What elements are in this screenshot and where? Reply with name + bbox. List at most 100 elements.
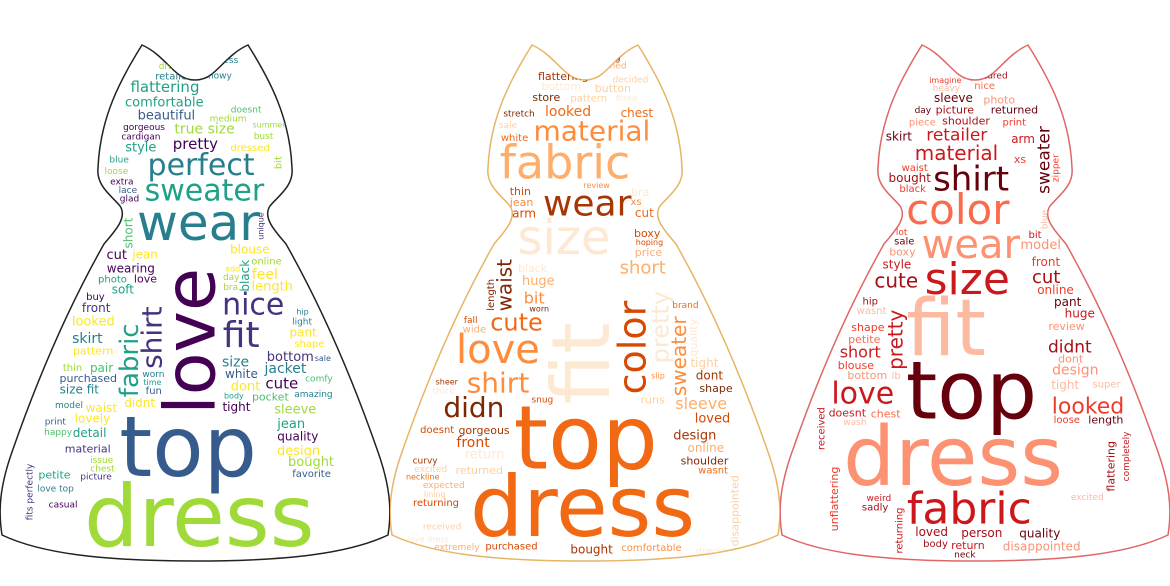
- cloud-word: lined: [605, 62, 627, 72]
- cloud-word: zipper: [1052, 154, 1062, 182]
- cloud-word: sweater: [1035, 126, 1055, 194]
- cloud-word: huge: [1065, 307, 1095, 321]
- cloud-word: unflattering: [568, 53, 621, 63]
- cloud-word: shoulder: [681, 454, 729, 467]
- cloud-word: picture: [936, 103, 975, 116]
- cloud-word: retailer: [926, 125, 987, 145]
- cloud-word: bra: [223, 283, 238, 293]
- cloud-word: decided: [613, 75, 649, 85]
- cloud-word: bought: [889, 171, 932, 185]
- dress-cloud-oranges: fit top dress size fabric love color wear materi…: [390, 0, 780, 586]
- cloud-word: day: [915, 106, 932, 116]
- cloud-word: pair: [90, 361, 113, 375]
- cloud-word: casual: [49, 501, 78, 511]
- dress-cloud-svg: lovetopdresscolorwearfitnicesweaterperfe…: [0, 44, 390, 562]
- cloud-word: cute: [490, 308, 543, 336]
- dress-cloud-viridis: lovetopdresscolorwearfitnicesweaterperfe…: [0, 0, 390, 586]
- cloud-word: wasnt: [857, 306, 887, 317]
- cloud-word: short: [620, 257, 666, 278]
- cloud-word: purchased: [485, 542, 537, 553]
- cloud-word: shape: [294, 339, 324, 350]
- cloud-word: front: [456, 435, 490, 451]
- cloud-word: fits perfectly: [25, 463, 35, 520]
- cloud-word: body: [224, 392, 244, 401]
- cloud-word: add: [225, 265, 240, 274]
- cloud-word: thin: [510, 185, 531, 198]
- cloud-word: jean: [276, 417, 305, 432]
- cloud-word: review: [1048, 320, 1084, 333]
- cloud-word: return: [951, 539, 985, 552]
- cloud-word: dresse: [159, 62, 189, 72]
- cloud-word: gorgeous: [123, 123, 165, 133]
- cloud-word: wearing: [107, 261, 155, 275]
- cloud-word: didnt: [124, 396, 155, 410]
- cloud-word: design: [277, 444, 320, 459]
- cloud-word: sale: [894, 237, 914, 248]
- cloud-word: excited: [414, 465, 447, 475]
- cloud-word: thin: [63, 363, 82, 374]
- cloud-word: love: [831, 376, 894, 411]
- cloud-word: love: [134, 272, 157, 285]
- cloud-word: tight: [1051, 378, 1079, 392]
- cloud-word: wear: [922, 222, 1021, 268]
- cloud-word: top: [119, 398, 257, 496]
- cloud-word: fabric: [115, 323, 145, 397]
- cloud-word: disappointed: [729, 475, 742, 546]
- cloud-word: true size: [174, 122, 234, 138]
- cloud-word: soft: [112, 283, 135, 297]
- cloud-word: heavy: [933, 84, 961, 94]
- cloud-word: expected: [423, 481, 465, 491]
- cloud-word: comfy: [305, 375, 333, 385]
- cloud-word: waist: [86, 401, 118, 415]
- cloud-word: black: [238, 260, 252, 292]
- cloud-word: skirt: [886, 130, 912, 144]
- cloud-word: imagine: [929, 76, 961, 85]
- cloud-word: favorite: [292, 469, 331, 480]
- cloud-word: store: [532, 91, 560, 104]
- cloud-word: nice: [974, 81, 995, 92]
- cloud-word: picture: [80, 472, 112, 482]
- cloud-word: disappointed: [1003, 540, 1081, 554]
- cloud-word: returned: [991, 104, 1038, 117]
- cloud-word: unique: [257, 212, 266, 240]
- cloud-word: bra: [631, 186, 649, 199]
- cloud-word: worn: [142, 370, 164, 380]
- cloud-word: material: [533, 114, 650, 147]
- cloud-word: bottom: [267, 350, 314, 365]
- cloud-word: fabric: [500, 135, 631, 189]
- cloud-word: blue: [1040, 209, 1050, 229]
- cloud-word: cut: [1032, 267, 1060, 288]
- cloud-word: thick: [432, 387, 455, 397]
- cloud-word: lace: [119, 186, 138, 196]
- cloud-word: snug: [531, 395, 553, 405]
- cloud-word: pattern: [73, 345, 113, 358]
- cloud-word: medium: [210, 114, 247, 124]
- cloud-word: doesnt: [420, 425, 454, 436]
- cloud-word: bit: [1029, 230, 1042, 241]
- cloud-word: neckline: [406, 473, 440, 482]
- cloud-word: online: [1037, 283, 1074, 297]
- cloud-word: hoping: [636, 238, 663, 247]
- cloud-word: cute: [874, 269, 918, 293]
- cloud-word: dont: [231, 379, 261, 394]
- cloud-word: huge: [522, 274, 555, 289]
- cloud-word: wear: [543, 183, 632, 224]
- cloud-word: sweater: [145, 173, 265, 208]
- cloud-word: online: [687, 441, 724, 455]
- cloud-word: size fit: [60, 383, 100, 397]
- cloud-word: brand: [672, 301, 698, 311]
- cloud-word: fit: [223, 315, 260, 356]
- cloud-word: model: [55, 401, 83, 411]
- cloud-word: front: [82, 301, 111, 315]
- cloud-word: quality: [1019, 527, 1060, 541]
- cloud-word: photo: [983, 94, 1015, 107]
- cloud-word: length: [1088, 414, 1123, 427]
- cloud-word: wear: [137, 194, 260, 252]
- cloud-word: pant: [1054, 295, 1082, 309]
- cloud-word: looked: [72, 315, 115, 330]
- cloud-word: shirt: [467, 366, 530, 399]
- cloud-word: sleeve: [675, 394, 727, 413]
- cloud-word: pretty: [646, 291, 674, 363]
